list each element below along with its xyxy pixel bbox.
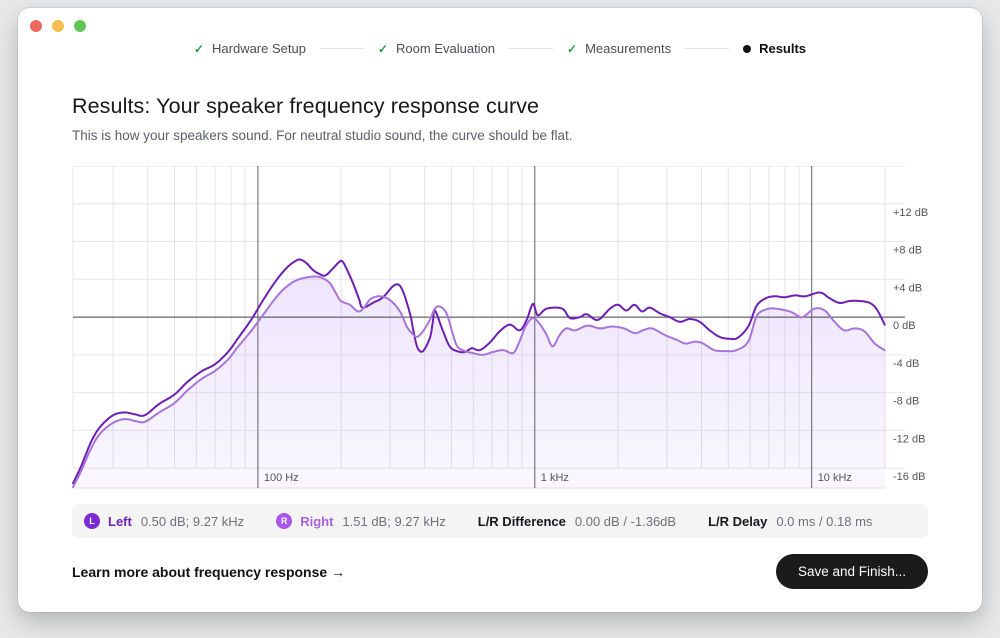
y-axis-tick-label: 0 dB <box>893 320 916 332</box>
step-connector-line <box>509 48 554 49</box>
step-check-icon: ✓ <box>567 41 578 56</box>
y-axis-tick-label: -4 dB <box>893 358 919 370</box>
app-window: ✓ Hardware Setup ✓ Room Evaluation ✓ Measurem… <box>18 8 982 612</box>
learn-more-link[interactable]: Learn more about frequency response → <box>72 563 346 580</box>
y-axis-tick-label: +12 dB <box>893 207 928 219</box>
left-channel-value: 0.50 dB; 9.27 kHz <box>140 513 245 529</box>
wizard-stepper: ✓ Hardware Setup ✓ Room Evaluation ✓ Measurem… <box>18 41 982 56</box>
lr-difference-label: L/R Difference <box>477 513 566 529</box>
step-label: Room Evaluation <box>396 41 496 56</box>
right-channel-badge-icon: R <box>276 513 293 529</box>
y-axis-tick-label: +4 dB <box>893 282 922 294</box>
y-axis-tick-label: -12 dB <box>893 433 925 445</box>
step-measurements[interactable]: ✓ Measurements <box>567 41 671 56</box>
left-curve <box>72 258 886 485</box>
step-results[interactable]: Results <box>743 41 806 56</box>
grid-major <box>73 166 905 488</box>
measurement-summary-bar: L Left 0.50 dB; 9.27 kHz R Right 1.51 dB… <box>72 504 928 538</box>
step-label: Hardware Setup <box>212 41 306 56</box>
y-axis-tick-label: -16 dB <box>893 471 925 483</box>
step-connector-line <box>319 48 364 49</box>
y-axis-tick-label: -8 dB <box>893 396 919 408</box>
step-connector-line <box>685 48 730 49</box>
right-channel-value: 1.51 dB; 9.27 kHz <box>342 513 446 529</box>
left-channel-label: Left <box>108 513 132 529</box>
step-room-evaluation[interactable]: ✓ Room Evaluation <box>378 41 495 56</box>
lr-difference-value: 0.00 dB / -1.36dB <box>574 513 677 529</box>
frequency-response-chart[interactable]: +12 dB +8 dB +4 dB 0 dB -4 dB -8 dB -12 dB -16 … <box>72 165 928 490</box>
y-axis-tick-label: +8 dB <box>893 245 922 257</box>
step-hardware-setup[interactable]: ✓ Hardware Setup <box>194 41 306 56</box>
lr-delay-value: 0.0 ms / 0.18 ms <box>776 513 873 529</box>
left-channel-readout: L Left 0.50 dB; 9.27 kHz <box>84 513 244 529</box>
current-step-dot-icon <box>743 44 752 53</box>
step-check-icon: ✓ <box>193 41 205 56</box>
lr-delay-label: L/R Delay <box>708 513 768 529</box>
x-axis-tick-label: 100 Hz <box>264 472 299 484</box>
axis-labels: +12 dB +8 dB +4 dB 0 dB -4 dB -8 dB -12 dB -16 … <box>264 207 928 484</box>
left-channel-badge-icon: L <box>84 513 100 529</box>
right-curve <box>72 275 886 488</box>
lr-difference-readout: L/R Difference 0.00 dB / -1.36dB <box>478 514 676 529</box>
lr-delay-readout: L/R Delay 0.0 ms / 0.18 ms <box>708 514 872 529</box>
step-check-icon: ✓ <box>377 41 389 56</box>
step-label: Measurements <box>585 41 672 56</box>
footer-bar: Learn more about frequency response → Sa… <box>72 554 928 589</box>
response-fill-area <box>73 276 885 488</box>
page-subtitle: This is how your speakers sound. For neu… <box>72 128 573 143</box>
chart-plot-area[interactable]: +12 dB +8 dB +4 dB 0 dB -4 dB -8 dB -12 dB -16 … <box>72 165 928 490</box>
window-titlebar <box>18 8 982 32</box>
close-window-button[interactable] <box>30 20 42 32</box>
page-title: Results: Your speaker frequency response… <box>72 94 540 118</box>
save-and-finish-button[interactable]: Save and Finish... <box>775 554 928 589</box>
main-content: Results: Your speaker frequency response… <box>18 94 982 589</box>
right-channel-label: Right <box>300 513 334 529</box>
right-channel-readout: R Right 1.51 dB; 9.27 kHz <box>276 513 446 529</box>
zoom-window-button[interactable] <box>74 20 86 32</box>
minimize-window-button[interactable] <box>52 20 64 32</box>
x-axis-tick-label: 10 kHz <box>818 472 852 484</box>
x-axis-tick-label: 1 kHz <box>541 472 569 484</box>
step-label: Results <box>759 41 807 56</box>
